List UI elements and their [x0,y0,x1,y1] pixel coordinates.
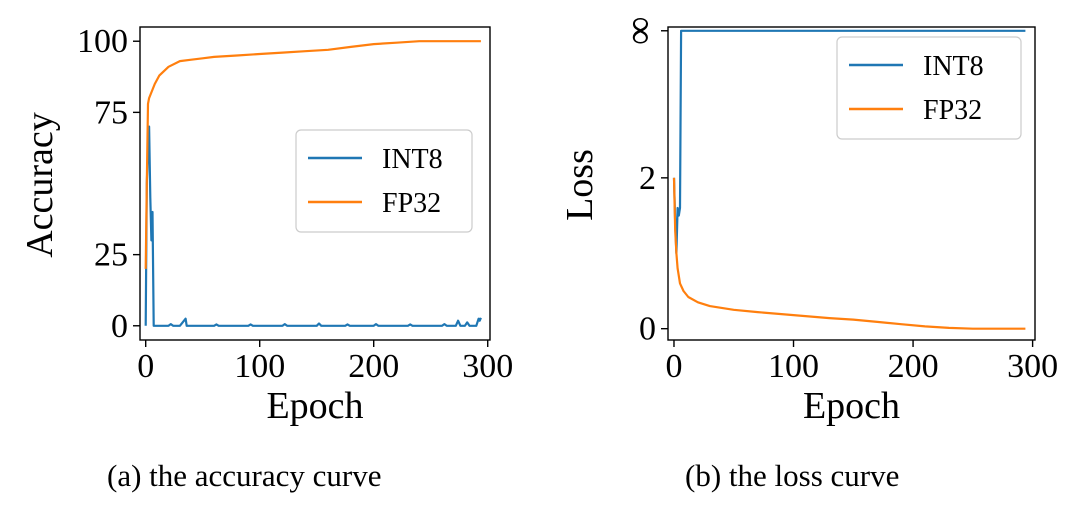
x-tick-label: 300 [1007,348,1058,385]
legend-label-fp32: FP32 [382,188,441,219]
y-tick-label: 2 [639,160,656,197]
y-axis-label: Loss [559,149,601,221]
y-tick-label: 0 [639,311,656,348]
x-axis-label: Epoch [803,385,900,427]
series-line-fp32 [672,177,1026,330]
x-tick-label: 200 [888,348,939,385]
x-tick-label: 100 [768,348,819,385]
caption-accuracy: (a) the accuracy curve [107,458,382,493]
x-tick-label: 0 [137,348,154,385]
y-tick-label: 0 [111,308,128,345]
y-tick-label: 25 [94,237,128,274]
y-tick-label: 75 [94,94,128,131]
legend-box [295,129,473,233]
series-line-fp32 [144,40,481,269]
caption-loss: (b) the loss curve [685,458,900,493]
y-tick-label: 100 [77,23,128,60]
x-tick-label: 300 [462,348,513,385]
legend-label-fp32: FP32 [923,95,982,126]
x-tick-label: 200 [348,348,399,385]
legend: INT8 FP32 [295,129,473,233]
y-axis-label: Accuracy [19,112,61,258]
legend-label-int8: INT8 [382,144,443,175]
legend: INT8 FP32 [836,36,1022,140]
plot-area-frame [667,26,1036,341]
plot-area-frame [139,26,491,341]
x-tick-label: 100 [234,348,285,385]
x-tick-label: 0 [665,348,682,385]
x-axis-label: Epoch [266,385,363,427]
chart-loss: 0 100 200 300 0 2 ∞ Epoch Loss INT8 FP32 [559,17,1058,427]
legend-box [836,36,1022,140]
series-line-int8 [144,125,482,327]
legend-label-int8: INT8 [923,51,984,82]
y-tick-label-infinity: ∞ [616,17,661,46]
